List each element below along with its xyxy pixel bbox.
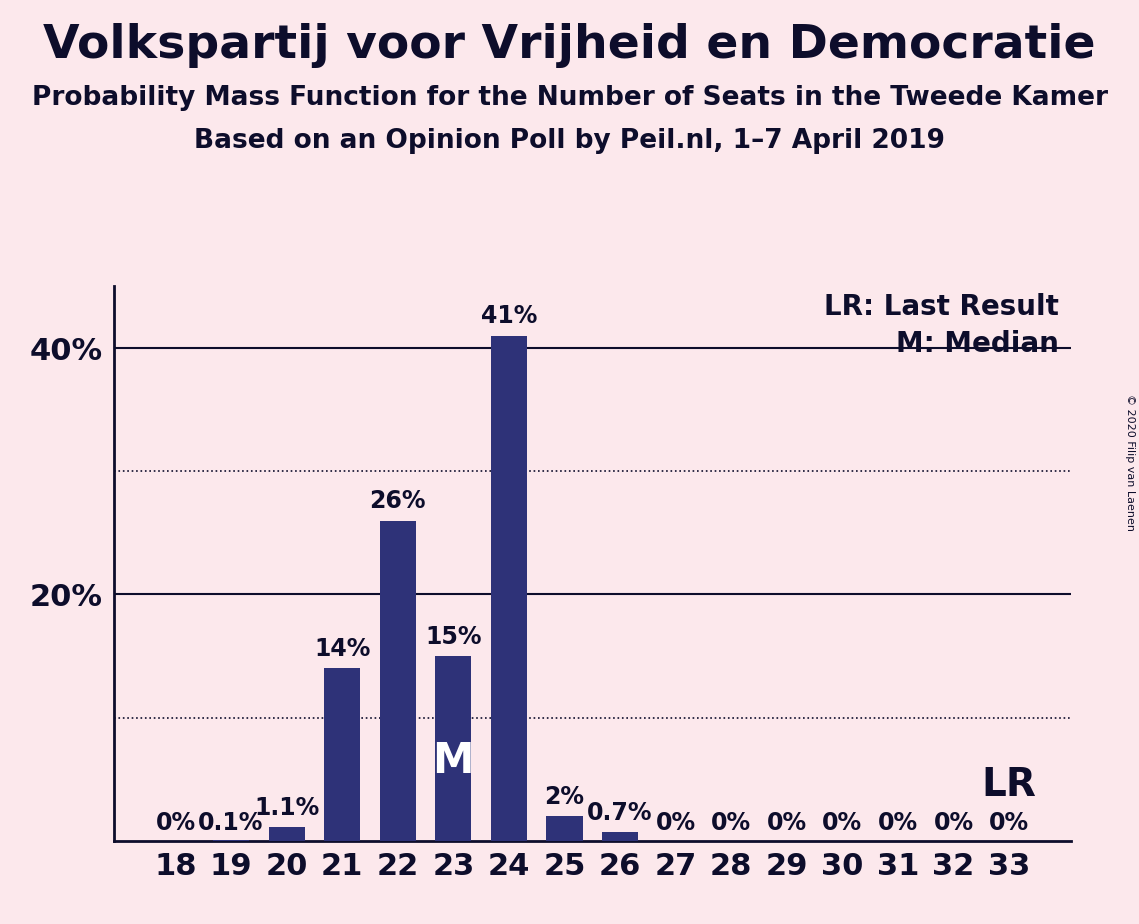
Text: 0%: 0% [989,810,1030,834]
Text: 41%: 41% [481,304,538,328]
Bar [491,335,527,841]
Bar [325,668,360,841]
Bar [603,833,638,841]
Text: Volkspartij voor Vrijheid en Democratie: Volkspartij voor Vrijheid en Democratie [43,23,1096,68]
Text: 14%: 14% [314,637,370,661]
Text: Based on an Opinion Poll by Peil.nl, 1–7 April 2019: Based on an Opinion Poll by Peil.nl, 1–7… [194,128,945,153]
Bar [379,520,416,841]
Bar [213,840,249,841]
Text: LR: LR [982,766,1036,805]
Text: 0%: 0% [711,810,752,834]
Text: 2%: 2% [544,784,584,808]
Bar [435,656,472,841]
Text: 0%: 0% [767,810,806,834]
Text: 15%: 15% [425,625,482,649]
Text: © 2020 Filip van Laenen: © 2020 Filip van Laenen [1125,394,1134,530]
Text: M: M [433,740,474,782]
Text: 0%: 0% [878,810,918,834]
Text: 0.1%: 0.1% [198,810,264,834]
Bar [547,816,582,841]
Text: 0%: 0% [934,810,974,834]
Text: LR: Last Result: LR: Last Result [825,293,1059,321]
Text: 0%: 0% [155,810,196,834]
Text: 0%: 0% [656,810,696,834]
Text: Probability Mass Function for the Number of Seats in the Tweede Kamer: Probability Mass Function for the Number… [32,85,1107,111]
Text: 26%: 26% [369,489,426,513]
Bar [269,827,304,841]
Text: 0.7%: 0.7% [588,801,653,825]
Text: M: Median: M: Median [896,330,1059,358]
Text: 1.1%: 1.1% [254,796,319,820]
Text: 0%: 0% [822,810,862,834]
